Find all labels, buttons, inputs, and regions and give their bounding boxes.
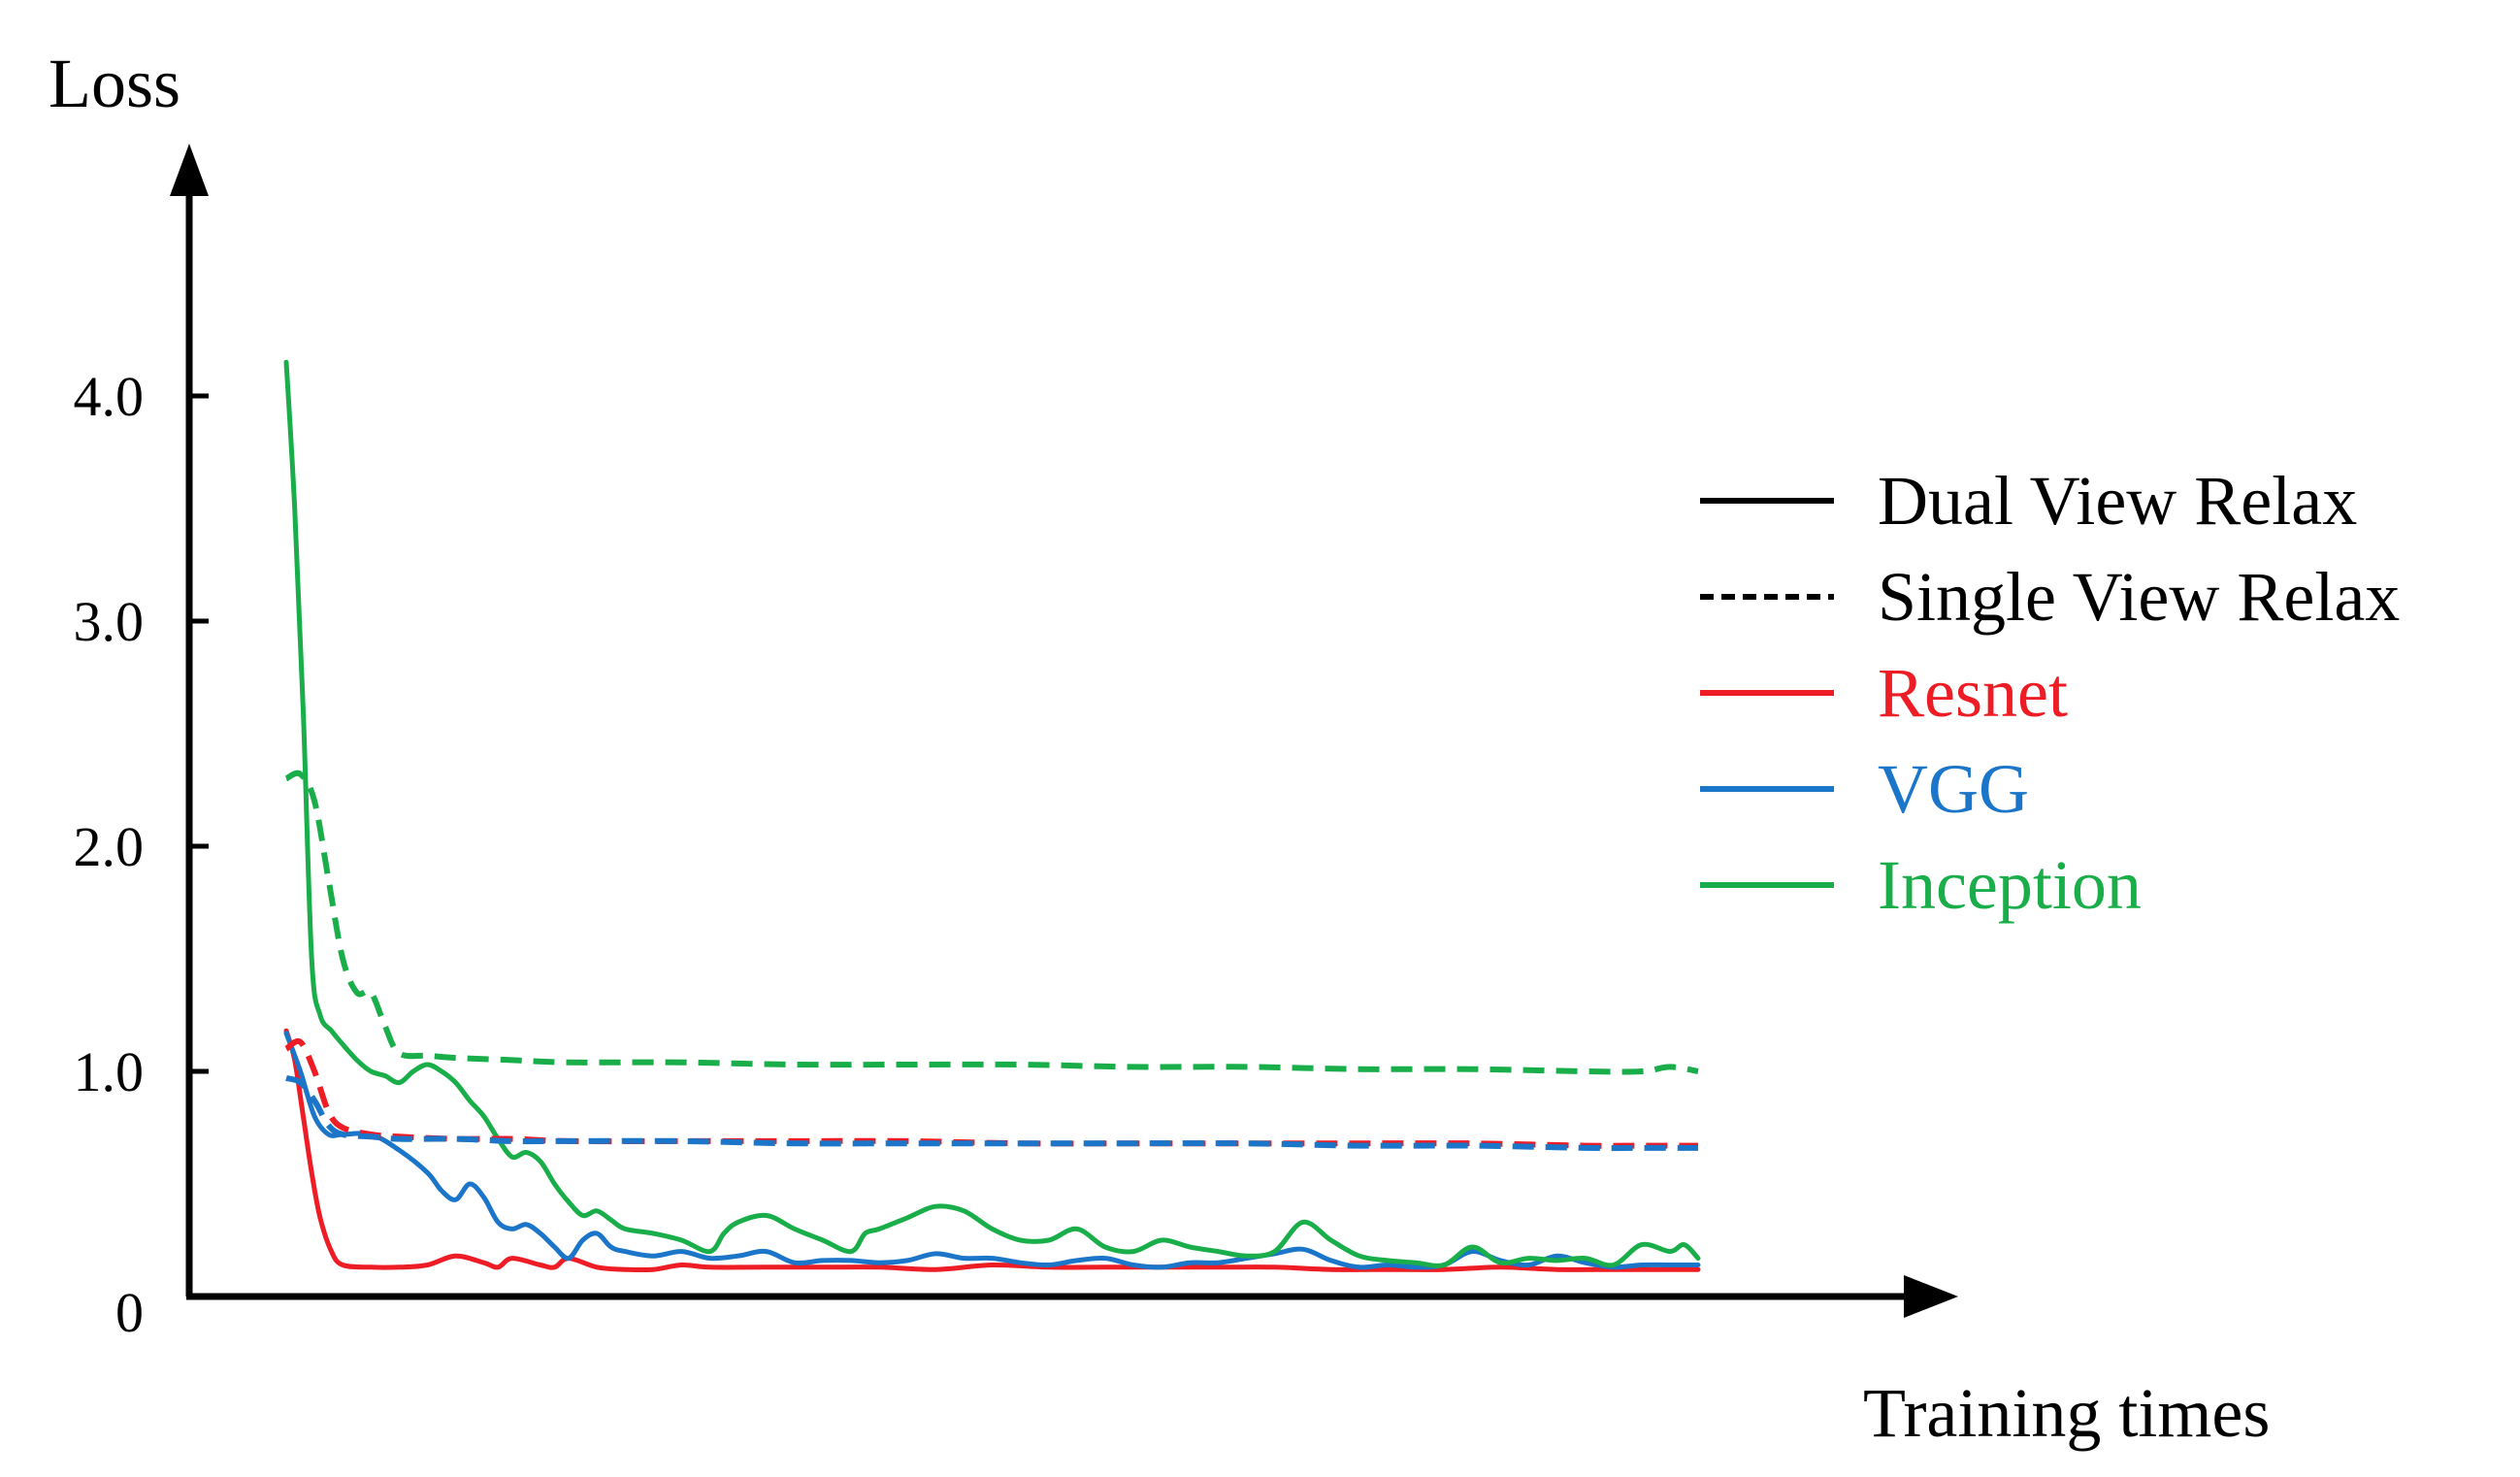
legend-label-resnet: Resnet: [1878, 654, 2068, 732]
legend-label-single-view-relax: Single View Relax: [1878, 558, 2400, 636]
y-tick-label: 2.0: [74, 815, 145, 878]
x-axis-arrow-icon: [1904, 1275, 1958, 1318]
y-tick-label: 0: [115, 1281, 144, 1344]
y-tick-label: 4.0: [74, 365, 145, 428]
series-line-resnet-single-view-relax: [284, 1037, 1698, 1149]
series-line-inception-dual-view-relax: [283, 359, 1701, 1268]
series-line-vgg-dual-view-relax: [283, 1031, 1701, 1270]
legend-label-vgg: VGG: [1878, 750, 2029, 828]
x-axis-title: Training times: [1863, 1374, 2270, 1452]
y-axis-arrow-icon: [170, 144, 209, 196]
y-tick-label: 1.0: [74, 1040, 145, 1103]
series-lines: [283, 359, 1701, 1273]
y-axis-title: Loss: [49, 45, 180, 122]
series-line-resnet-dual-view-relax: [283, 1028, 1701, 1273]
legend: Dual View Relax Single View Relax Resnet VG…: [1700, 462, 2400, 924]
y-tick-label: 3.0: [74, 590, 145, 653]
legend-label-inception: Inception: [1878, 846, 2142, 924]
series-line-inception-single-view-relax: [284, 770, 1699, 1075]
y-ticks: 0 1.0 2.0 3.0 4.0: [74, 365, 209, 1344]
legend-label-dual-view-relax: Dual View Relax: [1878, 462, 2357, 540]
series-line-vgg-single-view-relax: [285, 1075, 1698, 1152]
